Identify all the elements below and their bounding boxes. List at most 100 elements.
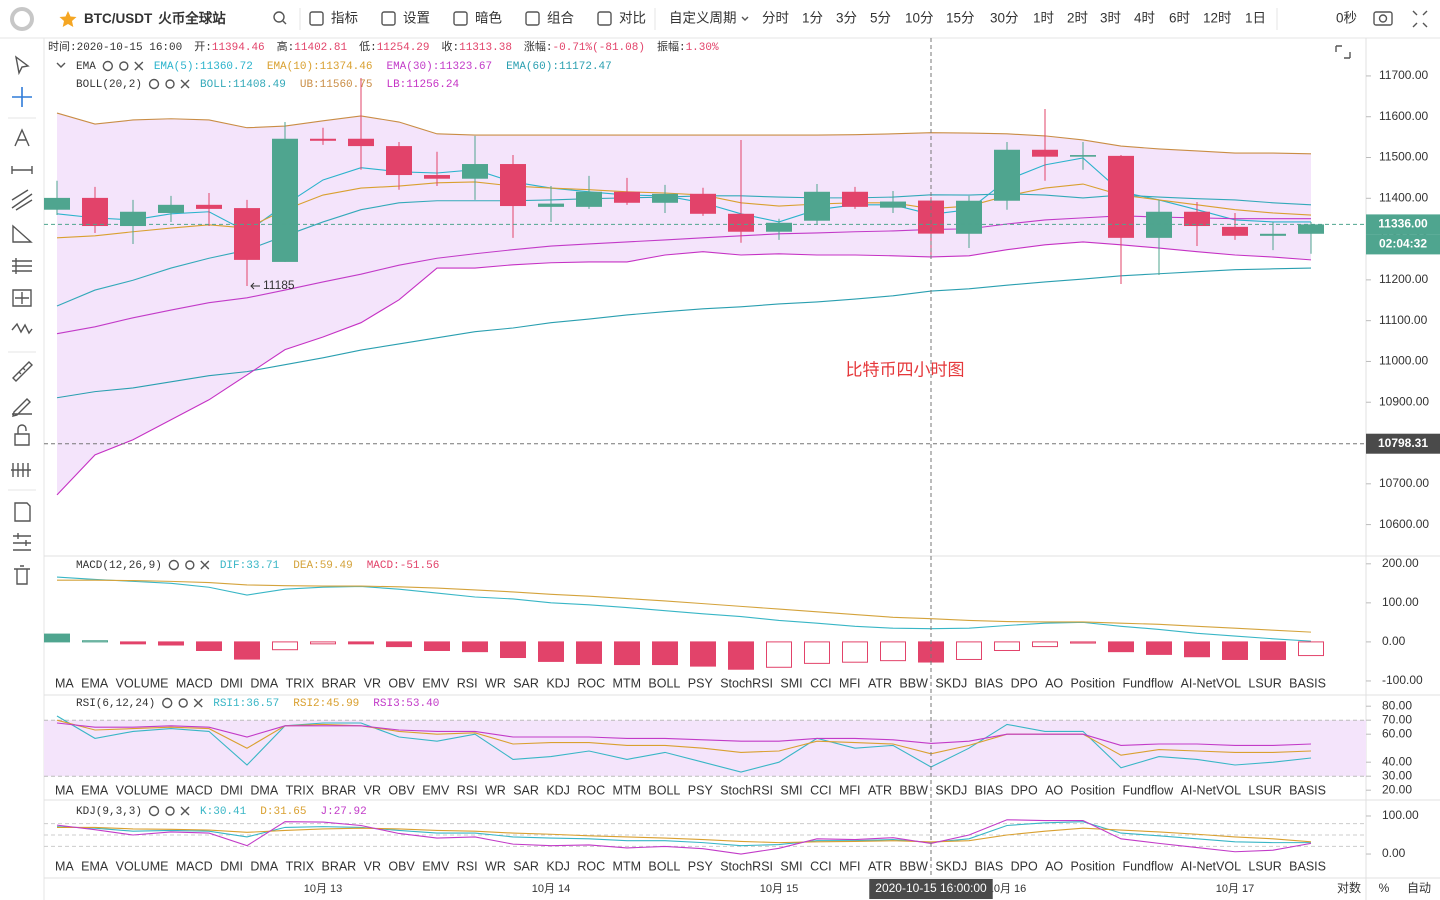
lock-tool[interactable]	[14, 424, 30, 446]
indicator-tab[interactable]: OBV	[388, 859, 415, 873]
period-button[interactable]: 12时	[1203, 11, 1232, 26]
legend-remove-icon[interactable]	[180, 806, 190, 816]
indicator-tab[interactable]: BRAR	[321, 783, 356, 797]
period-button[interactable]: 5分	[870, 11, 891, 26]
legend-settings-icon[interactable]	[178, 698, 188, 708]
channel-tool[interactable]	[12, 258, 32, 274]
indicator-tab[interactable]: DMA	[250, 859, 278, 873]
indicator-tab[interactable]: OBV	[388, 676, 415, 690]
indicator-tab[interactable]: AO	[1045, 676, 1063, 690]
indicator-tab[interactable]: SKDJ	[935, 859, 967, 873]
indicator-tab[interactable]: AI-NetVOL	[1181, 859, 1241, 873]
legend-visibility-icon[interactable]	[162, 697, 173, 709]
indicator-tab[interactable]: SMI	[780, 676, 802, 690]
indicator-tab[interactable]: BASIS	[1289, 783, 1326, 797]
indicator-tab[interactable]: BASIS	[1289, 859, 1326, 873]
indicator-tab[interactable]: BIAS	[975, 676, 1004, 690]
legend-settings-icon[interactable]	[185, 560, 195, 570]
legend-settings-icon[interactable]	[165, 79, 175, 89]
indicator-tab[interactable]: TRIX	[286, 676, 315, 690]
ruler-tool[interactable]	[12, 361, 33, 382]
period-button[interactable]: 15分	[946, 11, 975, 26]
indicator-tab[interactable]: SAR	[513, 783, 539, 797]
indicator-tab[interactable]: EMA	[81, 676, 109, 690]
indicator-tab[interactable]: DMI	[220, 676, 243, 690]
indicator-tab[interactable]: BRAR	[321, 676, 356, 690]
indicator-tab[interactable]: MACD	[176, 783, 213, 797]
legend-settings-icon[interactable]	[119, 61, 129, 71]
text-tool[interactable]	[14, 128, 30, 147]
indicator-tab[interactable]: OBV	[388, 783, 415, 797]
indicator-tab[interactable]: MA	[55, 783, 74, 797]
indicator-tab[interactable]: EMV	[422, 676, 450, 690]
fib-tool[interactable]	[11, 189, 33, 211]
indicator-tab[interactable]: SMI	[780, 783, 802, 797]
symbol[interactable]: BTC/USDT 火币全球站	[84, 10, 226, 26]
indicator-tab[interactable]: SKDJ	[935, 676, 967, 690]
indicator-tab[interactable]: ATR	[868, 859, 892, 873]
axis-option[interactable]: %	[1379, 881, 1390, 895]
indicator-tab[interactable]: EMV	[422, 859, 450, 873]
cursor-tool[interactable]	[14, 55, 30, 76]
indicator-tab[interactable]: ATR	[868, 676, 892, 690]
indicator-tab[interactable]: SAR	[513, 859, 539, 873]
indicator-tab[interactable]: VOLUME	[116, 676, 169, 690]
indicator-tab[interactable]: SAR	[513, 676, 539, 690]
indicator-tab[interactable]: EMV	[422, 783, 450, 797]
indicator-tab[interactable]: ROC	[577, 783, 605, 797]
hide-tool[interactable]	[11, 463, 31, 477]
indicator-tab[interactable]: Fundflow	[1122, 859, 1174, 873]
legend-remove-icon[interactable]	[134, 61, 144, 71]
toolbar-button[interactable]: 指标	[331, 11, 358, 26]
fullscreen-icon[interactable]	[1412, 10, 1428, 28]
indicator-tab[interactable]: ROC	[577, 859, 605, 873]
indicator-tab[interactable]: BBW	[899, 859, 928, 873]
crosshair-tool[interactable]	[12, 87, 32, 107]
indicator-tab[interactable]: DMI	[220, 783, 243, 797]
indicator-tab[interactable]: MFI	[839, 859, 861, 873]
period-button[interactable]: 4时	[1134, 11, 1155, 26]
indicator-tab[interactable]: BOLL	[648, 676, 680, 690]
indicator-tab[interactable]: AI-NetVOL	[1181, 676, 1241, 690]
indicator-tab[interactable]: DPO	[1011, 783, 1038, 797]
indicator-tab[interactable]: VOLUME	[116, 783, 169, 797]
search-icon[interactable]	[273, 11, 285, 23]
indicator-tab[interactable]: MTM	[613, 783, 641, 797]
indicator-tab[interactable]: Fundflow	[1122, 676, 1174, 690]
indicator-tab[interactable]: EMA	[81, 859, 109, 873]
indicator-tab[interactable]: TRIX	[286, 859, 315, 873]
period-button[interactable]: 6时	[1169, 11, 1190, 26]
indicator-tab[interactable]: MACD	[176, 676, 213, 690]
legend-remove-icon[interactable]	[193, 698, 203, 708]
indicator-tab[interactable]: LSUR	[1248, 859, 1281, 873]
shape-tool[interactable]	[12, 224, 33, 243]
indicator-tab[interactable]: BBW	[899, 783, 928, 797]
legend-visibility-icon[interactable]	[148, 805, 160, 817]
collapse-icon[interactable]	[56, 62, 66, 68]
toolbar-button[interactable]: 设置	[403, 11, 430, 26]
maximize-pane-icon[interactable]	[1335, 45, 1351, 59]
indicator-tab[interactable]: Fundflow	[1122, 783, 1174, 797]
indicator-tab[interactable]: MA	[55, 676, 74, 690]
line-tool[interactable]	[11, 166, 33, 174]
indicator-tab[interactable]: BASIS	[1289, 676, 1326, 690]
indicator-tab[interactable]: ROC	[577, 676, 605, 690]
indicator-tab[interactable]: CCI	[810, 676, 832, 690]
indicator-tab[interactable]: WR	[485, 676, 506, 690]
indicator-tab[interactable]: TRIX	[286, 783, 315, 797]
indicator-tab[interactable]: VOLUME	[116, 859, 169, 873]
period-button[interactable]: 3分	[836, 11, 857, 26]
period-button[interactable]: 2时	[1067, 11, 1088, 26]
period-button[interactable]: 1分	[802, 11, 823, 26]
pattern-tool[interactable]	[11, 322, 33, 335]
indicator-tab[interactable]: AI-NetVOL	[1181, 783, 1241, 797]
indicator-tab[interactable]: Position	[1071, 676, 1116, 690]
indicator-tab[interactable]: DPO	[1011, 676, 1038, 690]
indicator-tab[interactable]: WR	[485, 783, 506, 797]
period-button[interactable]: 10分	[905, 11, 934, 26]
indicator-tab[interactable]: StochRSI	[720, 783, 773, 797]
indicator-tab[interactable]: PSY	[688, 676, 714, 690]
indicator-tab[interactable]: MTM	[613, 859, 641, 873]
indicator-tab[interactable]: RSI	[457, 676, 478, 690]
toolbar-button[interactable]: 暗色	[475, 10, 502, 26]
